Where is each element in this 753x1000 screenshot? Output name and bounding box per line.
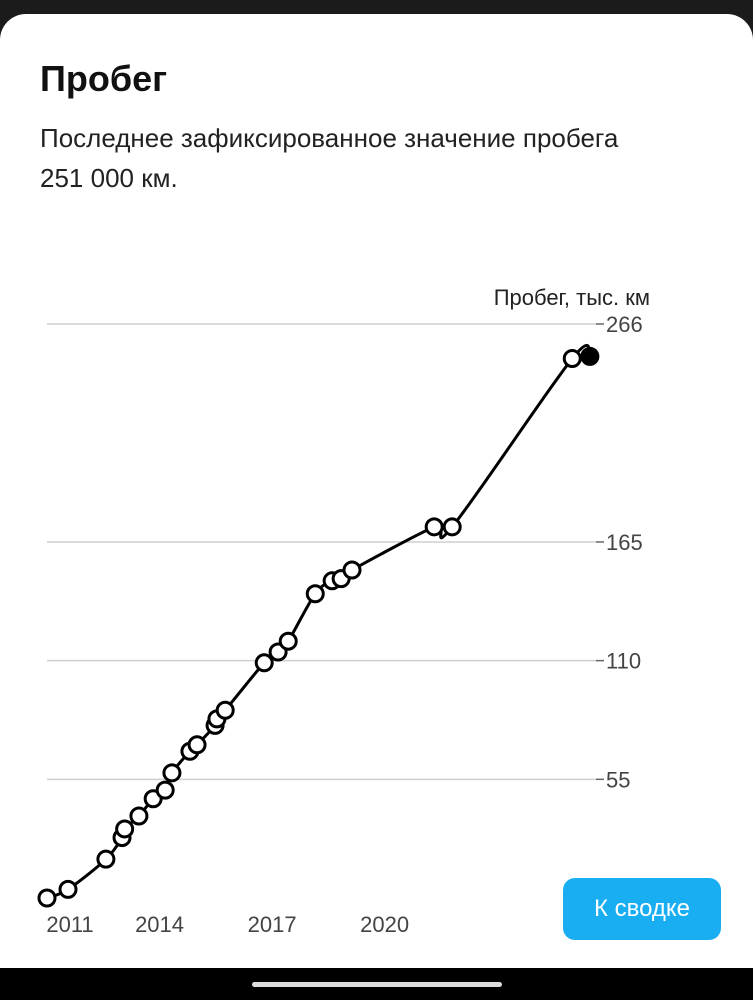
data-point [129, 806, 149, 826]
title: Пробег [40, 58, 168, 99]
data-point [305, 584, 325, 604]
x-tick-label: 2014 [135, 912, 184, 937]
x-tick-label: 2020 [360, 912, 409, 937]
home-indicator[interactable] [252, 982, 502, 987]
data-point [562, 349, 582, 369]
data-point [162, 763, 182, 783]
x-tick-label: 2017 [248, 912, 297, 937]
y-tick-label: 55 [606, 767, 630, 792]
summary-button[interactable]: К сводке [563, 878, 721, 940]
data-point [96, 849, 116, 869]
subtitle: Последнее зафиксированное значение пробе… [40, 123, 619, 193]
chart: Пробег, тыс. км 55 110 165 266 2011 2014 2017 20… [37, 285, 650, 937]
data-point [342, 560, 362, 580]
y-tick-label: 165 [606, 530, 643, 555]
data-point [155, 780, 175, 800]
data-point [187, 735, 207, 755]
data-point [115, 819, 135, 839]
y-tick-label: 266 [606, 312, 643, 337]
y-tick-label: 110 [606, 649, 641, 674]
data-point [58, 879, 78, 899]
data-point [278, 631, 298, 651]
x-tick-label: 2011 [46, 912, 93, 937]
data-point [424, 517, 444, 537]
data-point [442, 517, 462, 537]
navigation-bar [0, 968, 753, 1000]
y-axis-label: Пробег, тыс. км [494, 285, 650, 310]
card: Пробег Последнее зафиксированное значени… [0, 14, 753, 968]
line [46, 343, 592, 900]
data-point [254, 653, 274, 673]
data-point [215, 700, 235, 720]
data-point [580, 346, 600, 366]
data-point [37, 888, 57, 908]
